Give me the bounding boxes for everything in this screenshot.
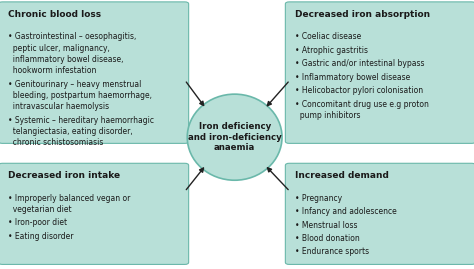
FancyBboxPatch shape: [285, 2, 474, 143]
Text: inflammatory bowel disease,: inflammatory bowel disease,: [8, 55, 124, 64]
Text: peptic ulcer, malignancy,: peptic ulcer, malignancy,: [8, 44, 110, 52]
Text: Chronic blood loss: Chronic blood loss: [8, 10, 101, 19]
Text: • Blood donation: • Blood donation: [295, 234, 360, 243]
Text: • Menstrual loss: • Menstrual loss: [295, 221, 357, 229]
Ellipse shape: [187, 94, 282, 180]
Text: • Helicobactor pylori colonisation: • Helicobactor pylori colonisation: [295, 86, 423, 95]
Text: • Improperly balanced vegan or: • Improperly balanced vegan or: [8, 194, 130, 203]
FancyBboxPatch shape: [285, 163, 474, 264]
Text: bleeding, postpartum haemorrhage,: bleeding, postpartum haemorrhage,: [8, 91, 152, 100]
Text: Iron deficiency
and iron-deficiency
anaemia: Iron deficiency and iron-deficiency anae…: [188, 122, 282, 152]
Text: chronic schistosomiasis: chronic schistosomiasis: [8, 138, 103, 147]
Text: • Pregnancy: • Pregnancy: [295, 194, 342, 203]
Text: • Concomitant drug use e.g proton: • Concomitant drug use e.g proton: [295, 100, 428, 108]
Text: • Gastrointestinal – oesophagitis,: • Gastrointestinal – oesophagitis,: [8, 32, 137, 41]
Text: • Iron-poor diet: • Iron-poor diet: [8, 218, 67, 227]
Text: • Eating disorder: • Eating disorder: [8, 232, 73, 241]
Text: vegetarian diet: vegetarian diet: [8, 205, 72, 214]
Text: • Gastric and/or intestinal bypass: • Gastric and/or intestinal bypass: [295, 59, 424, 68]
Text: • Inflammatory bowel disease: • Inflammatory bowel disease: [295, 73, 410, 82]
Text: Decreased iron absorption: Decreased iron absorption: [295, 10, 430, 19]
Text: Increased demand: Increased demand: [295, 171, 389, 180]
Text: intravascular haemolysis: intravascular haemolysis: [8, 102, 109, 111]
FancyBboxPatch shape: [0, 2, 189, 143]
Text: • Genitourinary – heavy menstrual: • Genitourinary – heavy menstrual: [8, 80, 141, 89]
FancyBboxPatch shape: [0, 163, 189, 264]
Text: hookworm infestation: hookworm infestation: [8, 66, 96, 75]
Text: pump inhibitors: pump inhibitors: [295, 111, 360, 120]
Text: • Systemic – hereditary haemorrhagic: • Systemic – hereditary haemorrhagic: [8, 116, 154, 125]
Text: • Endurance sports: • Endurance sports: [295, 247, 369, 256]
Text: • Coeliac disease: • Coeliac disease: [295, 32, 361, 41]
Text: telangiectasia, eating disorder,: telangiectasia, eating disorder,: [8, 127, 133, 136]
Text: • Infancy and adolescence: • Infancy and adolescence: [295, 207, 397, 216]
Text: Decreased iron intake: Decreased iron intake: [8, 171, 120, 180]
Text: • Atrophic gastritis: • Atrophic gastritis: [295, 46, 368, 55]
